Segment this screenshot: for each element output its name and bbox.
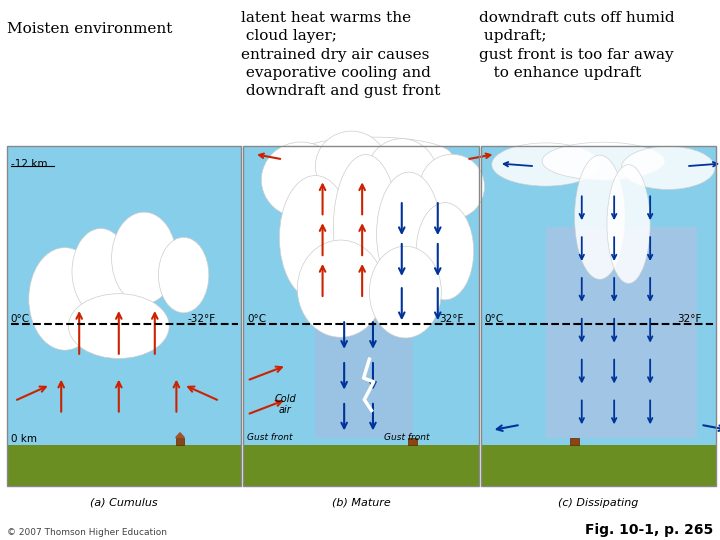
Text: (a) Cumulus: (a) Cumulus — [91, 498, 158, 508]
Bar — [176, 437, 184, 445]
Text: Cold
air: Cold air — [274, 394, 296, 415]
Bar — [408, 437, 417, 445]
Text: 32°F: 32°F — [439, 314, 464, 323]
Bar — [481, 146, 716, 486]
Bar — [315, 306, 413, 438]
Text: © 2007 Thomson Higher Education: © 2007 Thomson Higher Education — [7, 528, 167, 537]
Text: 0°C: 0°C — [485, 314, 504, 323]
Text: (b) Mature: (b) Mature — [332, 498, 390, 508]
Bar — [481, 146, 716, 486]
Ellipse shape — [542, 142, 665, 180]
Text: latent heat warms the
 cloud layer;
entrained dry air causes
 evaporative coolin: latent heat warms the cloud layer; entra… — [241, 11, 441, 98]
Ellipse shape — [607, 165, 650, 284]
Ellipse shape — [492, 143, 600, 186]
Ellipse shape — [68, 294, 169, 359]
Ellipse shape — [112, 212, 176, 304]
Ellipse shape — [416, 202, 474, 300]
Text: downdraft cuts off humid
 updraft;
gust front is too far away
   to enhance updr: downdraft cuts off humid updraft; gust f… — [479, 11, 675, 80]
Text: Moisten environment: Moisten environment — [7, 22, 173, 36]
Bar — [243, 146, 479, 486]
Bar — [570, 437, 579, 445]
Text: Gust front: Gust front — [247, 433, 292, 442]
Text: -32°F: -32°F — [187, 314, 215, 323]
Polygon shape — [176, 433, 184, 437]
Text: -12 km: -12 km — [11, 159, 48, 170]
Bar — [7, 146, 241, 486]
Ellipse shape — [294, 137, 452, 175]
Ellipse shape — [420, 154, 485, 219]
Ellipse shape — [261, 142, 341, 218]
Ellipse shape — [315, 131, 387, 201]
Bar — [243, 445, 479, 486]
Bar — [243, 146, 479, 486]
Ellipse shape — [297, 240, 384, 338]
Bar — [546, 227, 697, 438]
Ellipse shape — [158, 237, 209, 313]
Text: 0°C: 0°C — [247, 314, 266, 323]
Bar — [481, 445, 716, 486]
Ellipse shape — [72, 228, 130, 315]
Text: Gust front: Gust front — [384, 433, 429, 442]
Bar — [7, 146, 241, 486]
Ellipse shape — [377, 172, 441, 296]
Ellipse shape — [369, 246, 441, 338]
Ellipse shape — [366, 139, 438, 214]
Text: Fig. 10-1, p. 265: Fig. 10-1, p. 265 — [585, 523, 713, 537]
Ellipse shape — [279, 176, 351, 300]
Text: 32°F: 32°F — [677, 314, 701, 323]
Bar — [7, 445, 241, 486]
Ellipse shape — [333, 154, 398, 300]
Text: 0°C: 0°C — [11, 314, 30, 323]
Ellipse shape — [621, 146, 715, 190]
Text: 0 km: 0 km — [11, 434, 37, 444]
Text: (c) Dissipating: (c) Dissipating — [559, 498, 639, 508]
Ellipse shape — [29, 247, 101, 350]
Ellipse shape — [575, 155, 625, 279]
